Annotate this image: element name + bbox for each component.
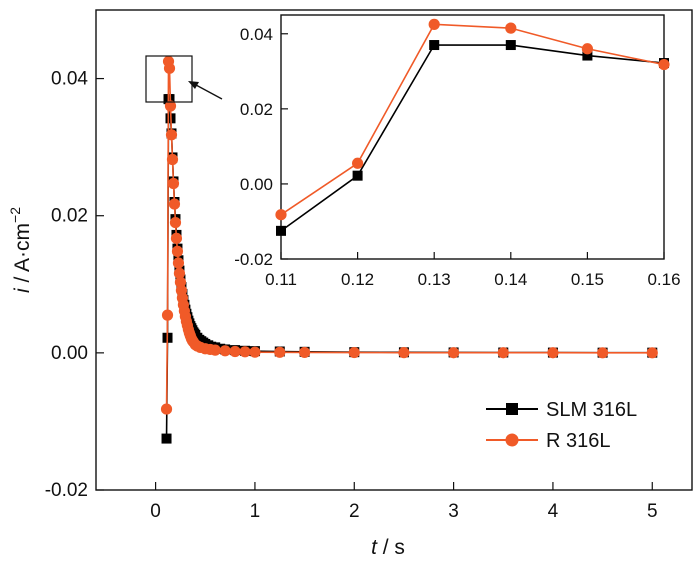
inset-series-line-0	[280, 44, 665, 232]
inset-axes: 0.11 0.12 0.13 0.14 0.15 0.16 -0.02 0.00 0.02 0.0…	[234, 25, 680, 289]
inset-point-square	[582, 50, 593, 61]
main-y-tick-label: 0.04	[51, 69, 88, 90]
legend: SLM 316L R 316L	[486, 399, 637, 452]
main-x-tick-label: 1	[250, 501, 261, 522]
main-point-circle	[174, 276, 187, 288]
legend-marker-slm	[506, 403, 518, 415]
main-series	[160, 55, 658, 444]
main-x-tick-label: 5	[647, 501, 658, 522]
inset-point-circle	[428, 18, 440, 30]
main-x-tick-label: 4	[548, 501, 559, 522]
inset-x-tick-label: 0.15	[571, 270, 604, 289]
inset-x-tick-label: 0.12	[341, 270, 374, 289]
x-axis-title: t / s	[371, 536, 405, 559]
main-point-circle	[169, 216, 182, 229]
main-point-circle	[160, 403, 173, 415]
main-point-circle	[168, 198, 181, 210]
main-point-circle	[448, 347, 460, 359]
main-point-circle	[171, 245, 184, 257]
main-point-circle	[348, 346, 360, 359]
legend-label-r: R 316L	[546, 430, 611, 452]
inset-point-square	[352, 170, 363, 181]
inset-point-circle	[658, 58, 670, 71]
inset-x-tick-label: 0.14	[494, 270, 527, 289]
y-axis-title: i / A·cm−2	[7, 207, 34, 293]
main-point-circle	[167, 177, 180, 190]
main-point-circle	[164, 100, 177, 112]
inset-plot-frame	[280, 14, 665, 260]
inset-point-circle	[352, 157, 364, 169]
main-point-circle	[209, 344, 221, 356]
main-x-tick-label: 3	[448, 501, 459, 522]
main-point-circle	[172, 257, 185, 269]
inset-series	[275, 18, 670, 236]
main-point-circle	[166, 153, 179, 166]
main-point-square	[161, 433, 172, 444]
main-x-tick-label: 2	[349, 501, 360, 522]
inset-point-circle	[581, 43, 594, 55]
main-point-circle	[497, 347, 509, 359]
zoom-arrow-line	[195, 84, 223, 100]
inset-plot-background	[281, 15, 664, 259]
inset-point-circle	[505, 22, 517, 34]
main-point-circle	[219, 345, 231, 357]
main-y-tick-label: 0.02	[51, 206, 88, 227]
main-point-circle	[239, 346, 251, 358]
main-axes: 0 1 2 3 4 5 -0.02 0.00 0.02 0.04	[45, 69, 658, 522]
main-point-circle	[299, 346, 311, 359]
main-point-square	[164, 94, 175, 105]
inset-point-square	[429, 40, 440, 51]
main-point-circle	[173, 267, 186, 279]
main-point-circle	[229, 345, 241, 358]
main-y-tick-label: 0.00	[51, 343, 88, 364]
main-point-circle	[646, 347, 658, 359]
main-point-circle	[597, 347, 609, 359]
zoom-arrow-head	[188, 81, 199, 89]
inset-y-tick-label: -0.02	[234, 250, 273, 269]
inset-x-tick-label: 0.16	[647, 270, 680, 289]
inset-point-square	[505, 40, 516, 51]
main-x-tick-label: 0	[150, 501, 161, 522]
main-point-circle	[165, 129, 178, 141]
inset-series-line-1	[280, 23, 665, 216]
main-y-tick-label: -0.02	[45, 480, 88, 501]
legend-marker-r	[505, 433, 519, 447]
main-plot-frame	[95, 9, 693, 491]
inset-y-tick-label: 0.00	[240, 175, 273, 194]
inset-y-tick-label: 0.02	[240, 100, 273, 119]
inset-point-square	[276, 225, 286, 236]
main-point-circle	[163, 62, 176, 74]
inset-y-tick-label: 0.04	[240, 25, 273, 44]
main-point-circle	[161, 309, 174, 321]
inset-x-tick-label: 0.13	[418, 270, 451, 289]
zoom-region-box	[145, 55, 193, 103]
inset-point-circle	[275, 209, 287, 221]
legend-label-slm: SLM 316L	[546, 399, 637, 421]
inset-x-tick-label: 0.11	[265, 270, 297, 289]
main-point-circle	[170, 232, 183, 244]
main-point-circle	[547, 347, 559, 359]
main-point-circle	[274, 346, 286, 358]
main-point-circle	[398, 347, 410, 359]
main-point-circle	[249, 346, 261, 358]
